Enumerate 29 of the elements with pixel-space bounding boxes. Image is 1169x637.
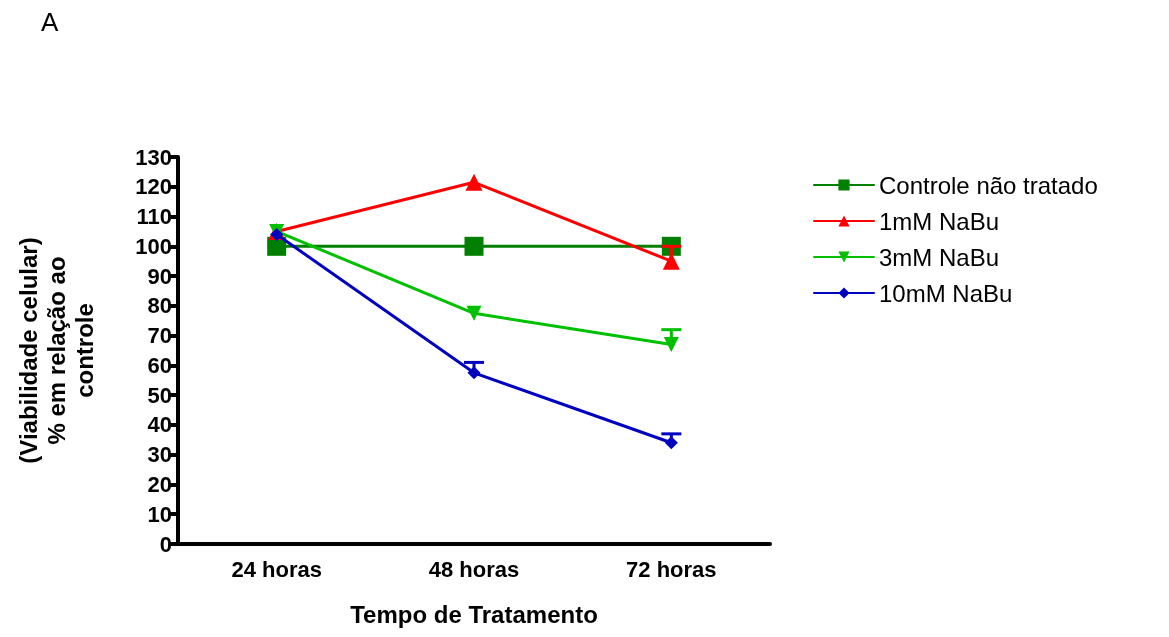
y-tick-label: 60 [147, 352, 172, 378]
legend-label: 3mM NaBu [879, 243, 1000, 271]
legend-label: Controle não tratado [879, 171, 1098, 199]
point [464, 236, 484, 256]
y-tick-label: 110 [136, 204, 172, 230]
x-axis-title: Tempo de Tratamento [350, 600, 598, 628]
y-tick-label: 50 [147, 382, 172, 408]
y-tick-label: 10 [147, 501, 172, 527]
y-tick-label: 0 [159, 531, 172, 557]
y-tick-label: 120 [135, 174, 172, 200]
y-tick-label: 90 [147, 263, 172, 289]
y-tick-label: 20 [147, 471, 172, 497]
y-tick-label: 130 [135, 144, 172, 170]
point [270, 227, 284, 241]
point [467, 366, 481, 380]
point [465, 173, 483, 191]
legend-label: 1mM NaBu [879, 207, 1000, 235]
x-tick-label: 48 horas [428, 556, 520, 582]
y-tick-label: 80 [147, 293, 172, 319]
x-tick-label: 24 horas [231, 556, 322, 582]
chart-title: A [41, 7, 59, 37]
legend-label: 10mM NaBu [879, 279, 1013, 307]
y-tick-label: 40 [147, 412, 172, 438]
y-tick-label: 70 [147, 323, 172, 349]
y-tick-label: 100 [135, 233, 172, 259]
point [466, 305, 482, 321]
y-axis-title: (Viabilidade celular) % em relação ao controle [14, 237, 98, 464]
y-tick-label: 30 [147, 442, 172, 468]
x-tick-label: 72 horas [626, 556, 717, 582]
